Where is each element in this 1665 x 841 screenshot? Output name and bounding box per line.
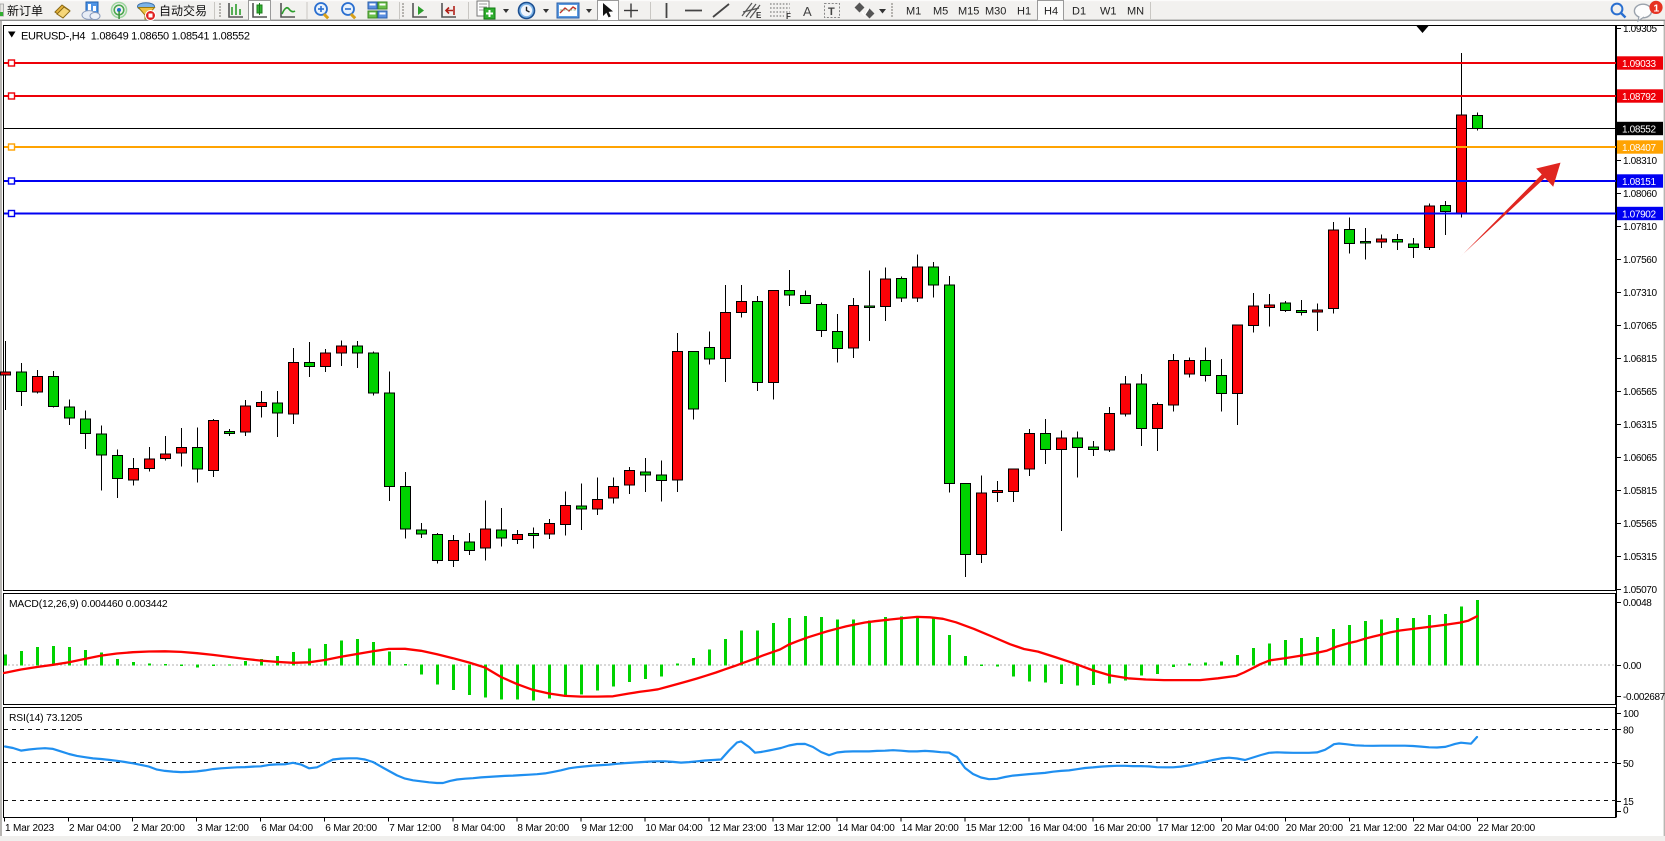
svg-text:1.07810: 1.07810 [1623,222,1657,233]
svg-text:8 Mar 04:00: 8 Mar 04:00 [453,823,505,834]
svg-text:1.07560: 1.07560 [1623,255,1657,266]
svg-text:-0.002687: -0.002687 [1623,692,1665,703]
svg-text:H1: H1 [1017,6,1031,18]
svg-text:W1: W1 [1100,6,1117,18]
svg-text:1.08060: 1.08060 [1623,189,1657,200]
svg-text:6 Mar 20:00: 6 Mar 20:00 [325,823,377,834]
svg-text:A: A [803,4,812,19]
svg-text:1: 1 [1653,2,1659,14]
svg-text:1.05565: 1.05565 [1623,519,1657,530]
svg-text:T: T [828,6,835,18]
svg-text:0: 0 [1623,806,1629,817]
svg-text:E: E [756,11,762,20]
svg-text:9 Mar 12:00: 9 Mar 12:00 [581,823,633,834]
svg-text:RSI(14) 73.1205: RSI(14) 73.1205 [9,713,83,724]
svg-text:1.08151: 1.08151 [1622,177,1656,188]
svg-text:1.07310: 1.07310 [1623,288,1657,299]
svg-text:20 Mar 04:00: 20 Mar 04:00 [1222,823,1280,834]
svg-text:10 Mar 04:00: 10 Mar 04:00 [645,823,703,834]
svg-text:2 Mar 20:00: 2 Mar 20:00 [133,823,185,834]
svg-text:1.07065: 1.07065 [1623,321,1657,332]
svg-text:14 Mar 04:00: 14 Mar 04:00 [838,823,896,834]
svg-text:MACD(12,26,9) 0.004460 0.00344: MACD(12,26,9) 0.004460 0.003442 [9,599,168,610]
svg-text:M5: M5 [933,6,948,18]
svg-text:16 Mar 20:00: 16 Mar 20:00 [1094,823,1152,834]
svg-text:1.08407: 1.08407 [1622,143,1656,154]
svg-text:1.05815: 1.05815 [1623,486,1657,497]
svg-text:50: 50 [1623,759,1634,770]
svg-text:2 Mar 04:00: 2 Mar 04:00 [69,823,121,834]
svg-text:1.06065: 1.06065 [1623,453,1657,464]
svg-text:20 Mar 20:00: 20 Mar 20:00 [1286,823,1344,834]
svg-text:15: 15 [1623,797,1634,808]
svg-text:0.0048: 0.0048 [1623,598,1652,609]
svg-text:EURUSD-,H4 1.08649 1.08650 1.: EURUSD-,H4 1.08649 1.08650 1.08541 1.085… [21,31,250,43]
svg-text:1.07902: 1.07902 [1622,210,1656,221]
svg-text:7 Mar 12:00: 7 Mar 12:00 [389,823,441,834]
svg-text:MN: MN [1127,6,1144,18]
svg-text:16 Mar 04:00: 16 Mar 04:00 [1030,823,1088,834]
svg-text:D1: D1 [1072,6,1086,18]
svg-text:新订单: 新订单 [7,3,43,18]
svg-text:M15: M15 [958,6,979,18]
svg-text:14 Mar 20:00: 14 Mar 20:00 [902,823,960,834]
svg-text:12 Mar 23:00: 12 Mar 23:00 [709,823,767,834]
svg-text:H4: H4 [1044,6,1058,18]
svg-text:1.06565: 1.06565 [1623,387,1657,398]
svg-text:3 Mar 12:00: 3 Mar 12:00 [197,823,249,834]
svg-text:1.09305: 1.09305 [1623,24,1657,35]
svg-text:1.08552: 1.08552 [1622,125,1656,136]
svg-text:21 Mar 12:00: 21 Mar 12:00 [1350,823,1408,834]
svg-text:F: F [786,12,791,21]
svg-text:22 Mar 04:00: 22 Mar 04:00 [1414,823,1472,834]
svg-text:1.05070: 1.05070 [1623,585,1657,596]
svg-text:M30: M30 [985,6,1006,18]
svg-text:13 Mar 12:00: 13 Mar 12:00 [773,823,831,834]
svg-text:6 Mar 04:00: 6 Mar 04:00 [261,823,313,834]
svg-text:1.05315: 1.05315 [1623,552,1657,563]
svg-text:80: 80 [1623,726,1634,737]
svg-text:1.06815: 1.06815 [1623,354,1657,365]
svg-text:100: 100 [1623,709,1639,720]
svg-text:自动交易: 自动交易 [159,3,207,18]
svg-text:1.09033: 1.09033 [1622,59,1656,70]
svg-text:1 Mar 2023: 1 Mar 2023 [5,823,55,834]
svg-text:1.08310: 1.08310 [1623,156,1657,167]
svg-text:1.06315: 1.06315 [1623,420,1657,431]
svg-text:0.00: 0.00 [1623,661,1642,672]
svg-text:22 Mar 20:00: 22 Mar 20:00 [1478,823,1536,834]
svg-text:17 Mar 12:00: 17 Mar 12:00 [1158,823,1216,834]
svg-text:15 Mar 12:00: 15 Mar 12:00 [966,823,1024,834]
svg-text:8 Mar 20:00: 8 Mar 20:00 [517,823,569,834]
svg-text:1.08792: 1.08792 [1622,92,1656,103]
svg-text:M1: M1 [906,6,921,18]
